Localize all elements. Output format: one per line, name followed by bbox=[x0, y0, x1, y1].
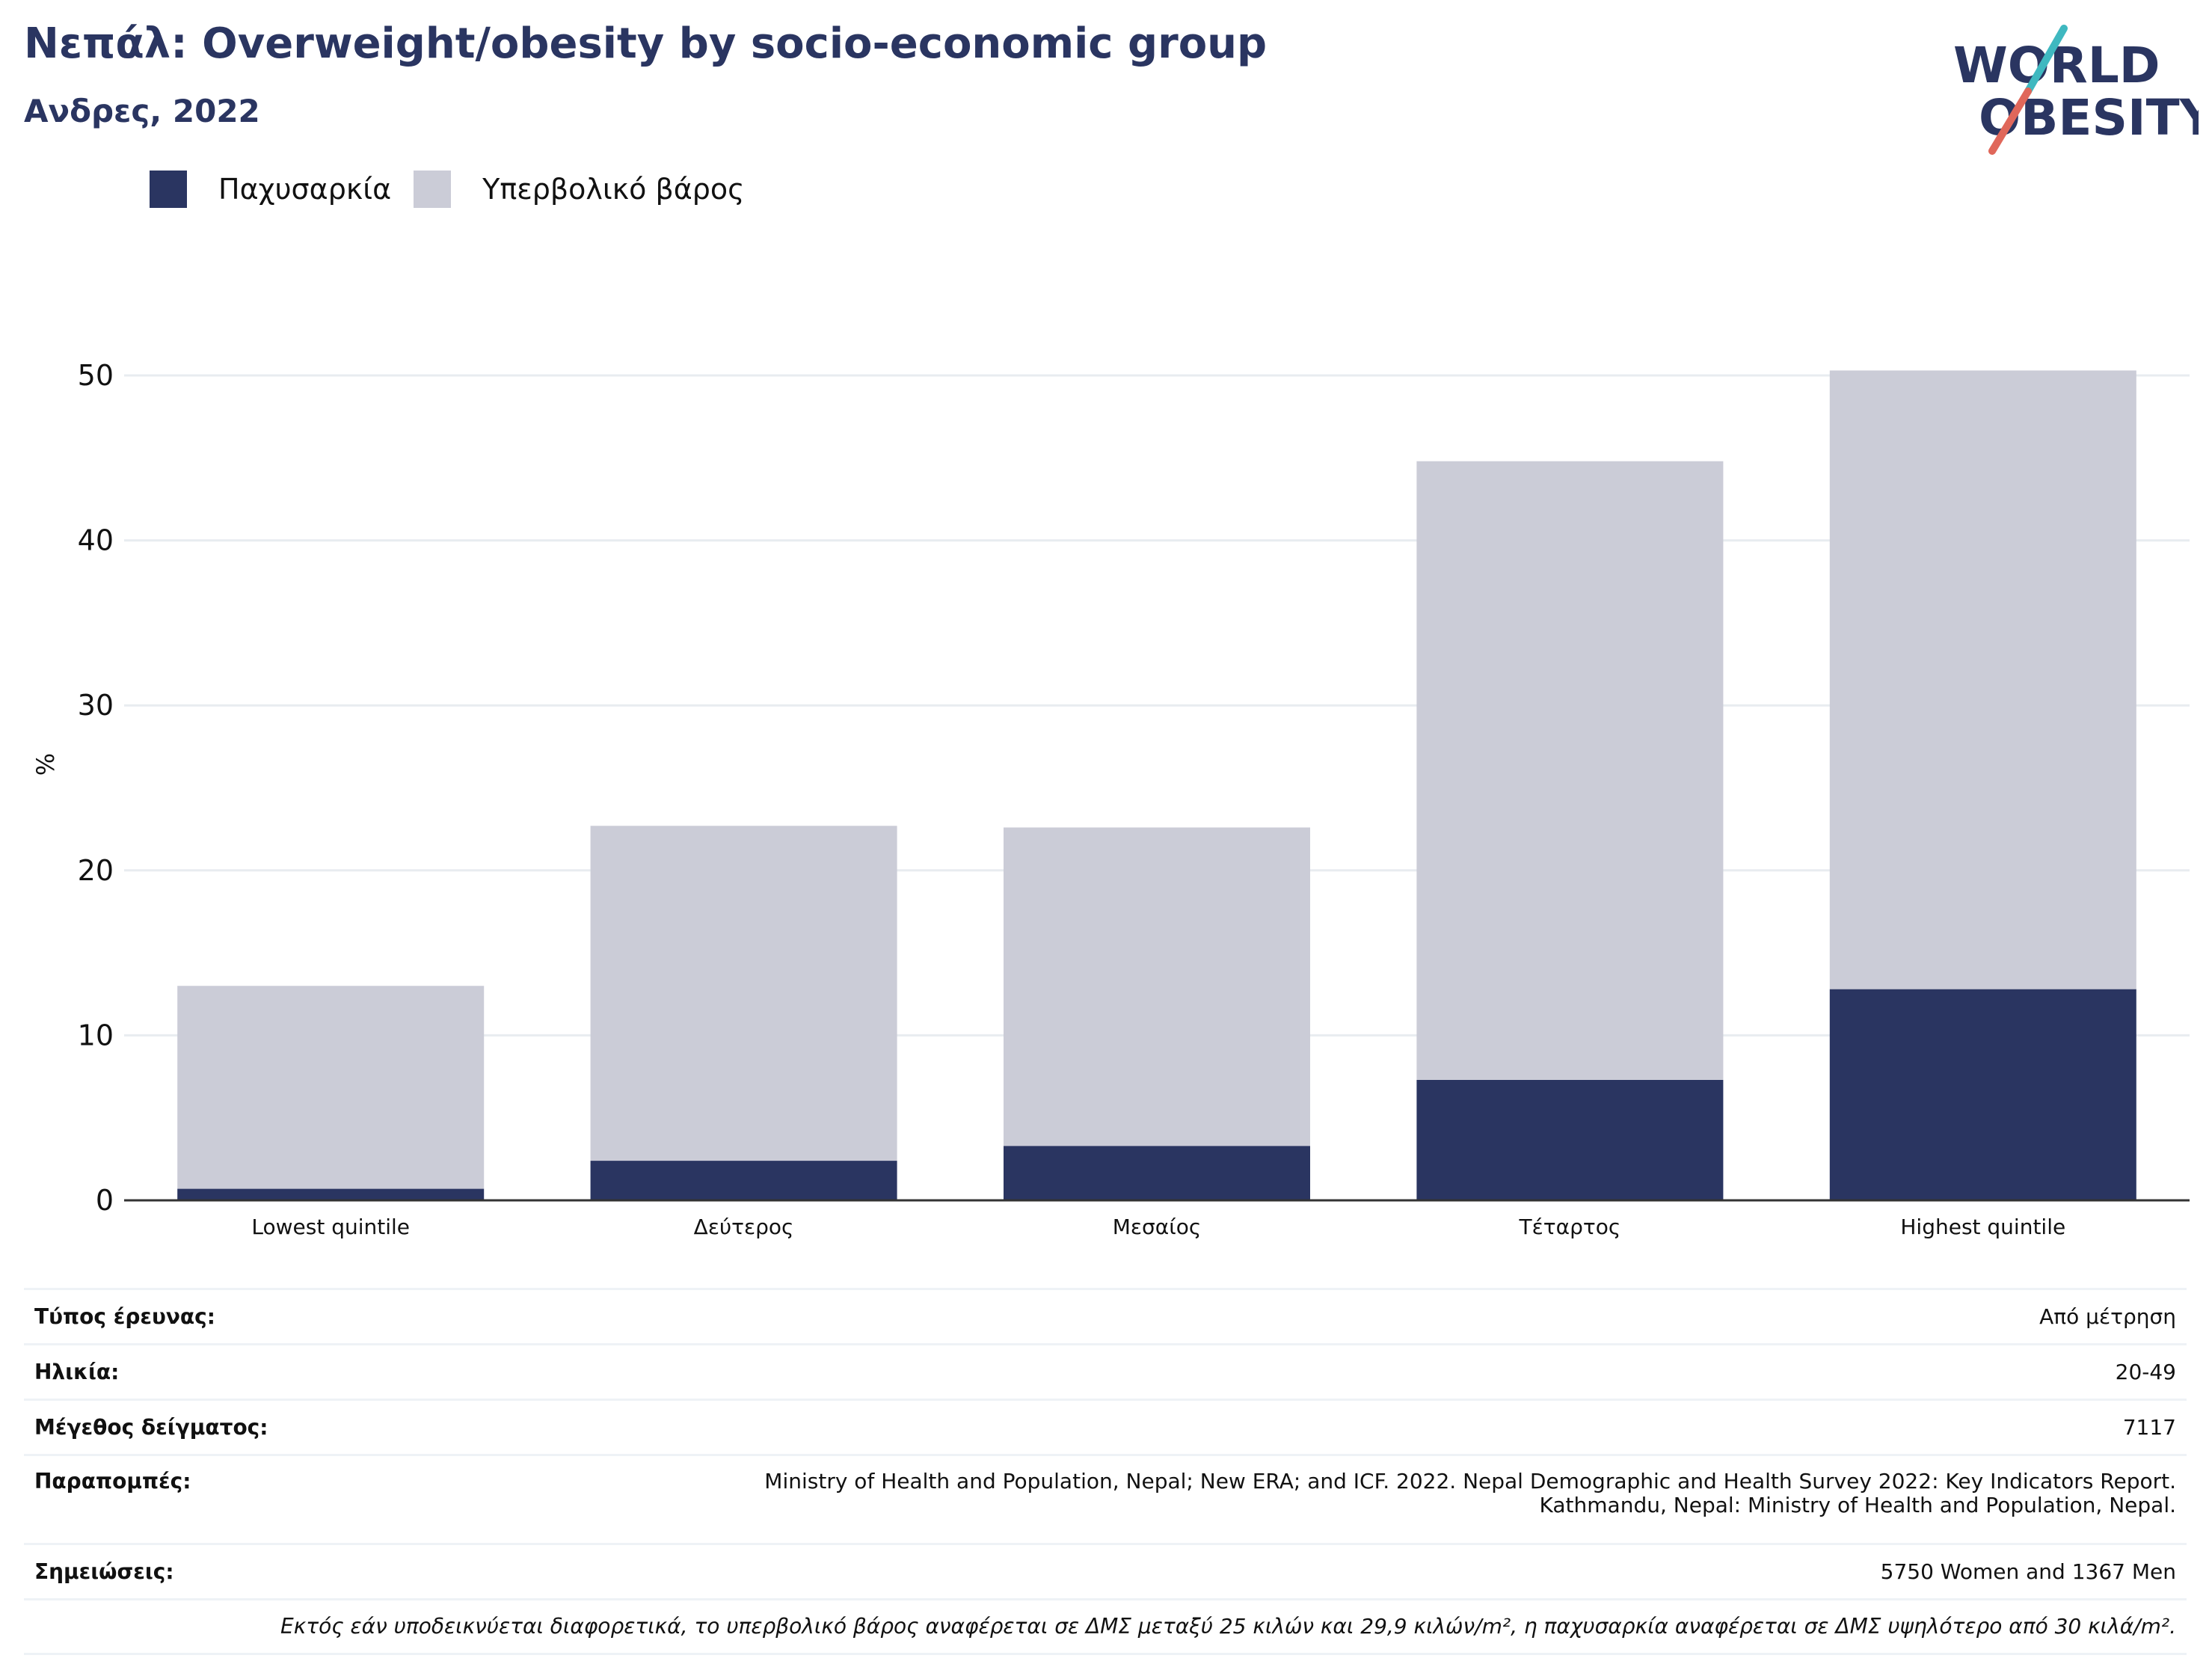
bar-obesity bbox=[177, 1188, 485, 1200]
y-axis-label: % bbox=[31, 753, 60, 776]
meta-value-age: 20-49 bbox=[350, 1343, 2187, 1400]
reference-line-1: Ministry of Health and Population, Nepal… bbox=[764, 1469, 2176, 1494]
meta-row-survey-type: Τύπος έρευνας: Από μέτρηση bbox=[24, 1288, 2187, 1345]
meta-label-survey-type: Τύπος έρευνας: bbox=[24, 1288, 351, 1345]
x-tick-label: Μεσαίος bbox=[1113, 1215, 1202, 1239]
legend-label-overweight: Υπερβολικό βάρος bbox=[482, 173, 745, 206]
bar-overweight bbox=[1829, 370, 2136, 989]
x-tick-label: Highest quintile bbox=[1900, 1215, 2065, 1239]
x-tick-label: Δεύτερος bbox=[694, 1215, 794, 1239]
meta-value-survey-type: Από μέτρηση bbox=[350, 1288, 2187, 1345]
chart-subtitle: Ανδρες, 2022 bbox=[24, 93, 260, 129]
y-tick-label: 20 bbox=[78, 854, 114, 887]
footnote: Εκτός εάν υποδεικνύεται διαφορετικά, το … bbox=[24, 1598, 2187, 1655]
bar-obesity bbox=[590, 1161, 897, 1200]
meta-label-notes: Σημειώσεις: bbox=[24, 1543, 351, 1600]
meta-row-notes: Σημειώσεις: 5750 Women and 1367 Men bbox=[24, 1543, 2187, 1600]
bar-obesity bbox=[1416, 1079, 1724, 1200]
x-tick-label: Lowest quintile bbox=[251, 1215, 410, 1239]
meta-value-notes: 5750 Women and 1367 Men bbox=[350, 1543, 2187, 1600]
legend-label-obesity: Παχυσαρκία bbox=[218, 173, 392, 206]
meta-label-sample-size: Μέγεθος δείγματος: bbox=[24, 1399, 351, 1455]
y-tick-label: 10 bbox=[78, 1019, 114, 1052]
legend-swatch-obesity bbox=[150, 171, 187, 208]
meta-label-references: Παραπομπές: bbox=[24, 1454, 351, 1544]
y-tick-label: 0 bbox=[96, 1184, 114, 1217]
legend-item-obesity[interactable]: Παχυσαρκία bbox=[150, 171, 391, 208]
legend: Παχυσαρκία Υπερβολικό βάρος bbox=[150, 171, 766, 208]
meta-row-references: Παραπομπές: Ministry of Health and Popul… bbox=[24, 1454, 2187, 1544]
bar-overweight bbox=[177, 986, 485, 1189]
metadata-table: Τύπος έρευνας: Από μέτρηση Ηλικία: 20-49… bbox=[24, 1288, 2187, 1655]
bar-overweight bbox=[1416, 461, 1724, 1080]
y-tick-label: 40 bbox=[78, 524, 114, 557]
x-tick-label: Τέταρτος bbox=[1519, 1215, 1621, 1239]
world-obesity-logo: WORLD OBESITY bbox=[1953, 25, 2199, 155]
chart-title: Νεπάλ: Overweight/obesity by socio-econo… bbox=[24, 19, 1268, 68]
meta-value-sample-size: 7117 bbox=[350, 1399, 2187, 1455]
stacked-bar-chart: 0 10 20 30 40 50% Lowest quintile Δεύτερος Μεσαί… bbox=[31, 359, 2190, 1239]
bar-overweight bbox=[1004, 827, 1310, 1146]
bar-obesity bbox=[1829, 989, 2136, 1200]
bar-overweight bbox=[590, 826, 897, 1161]
reference-line-2: Kathmandu, Nepal: Ministry of Health and… bbox=[1539, 1493, 2176, 1517]
meta-value-references: Ministry of Health and Population, Nepal… bbox=[350, 1454, 2187, 1544]
meta-row-age: Ηλικία: 20-49 bbox=[24, 1343, 2187, 1400]
meta-row-footnote: Εκτός εάν υποδεικνύεται διαφορετικά, το … bbox=[24, 1598, 2187, 1655]
meta-row-sample-size: Μέγεθος δείγματος: 7117 bbox=[24, 1399, 2187, 1455]
y-tick-label: 50 bbox=[78, 359, 114, 392]
y-tick-label: 30 bbox=[78, 689, 114, 722]
legend-item-overweight[interactable]: Υπερβολικό βάρος bbox=[414, 171, 744, 208]
bar-obesity bbox=[1004, 1146, 1310, 1200]
legend-swatch-overweight bbox=[414, 171, 452, 208]
meta-label-age: Ηλικία: bbox=[24, 1343, 351, 1400]
